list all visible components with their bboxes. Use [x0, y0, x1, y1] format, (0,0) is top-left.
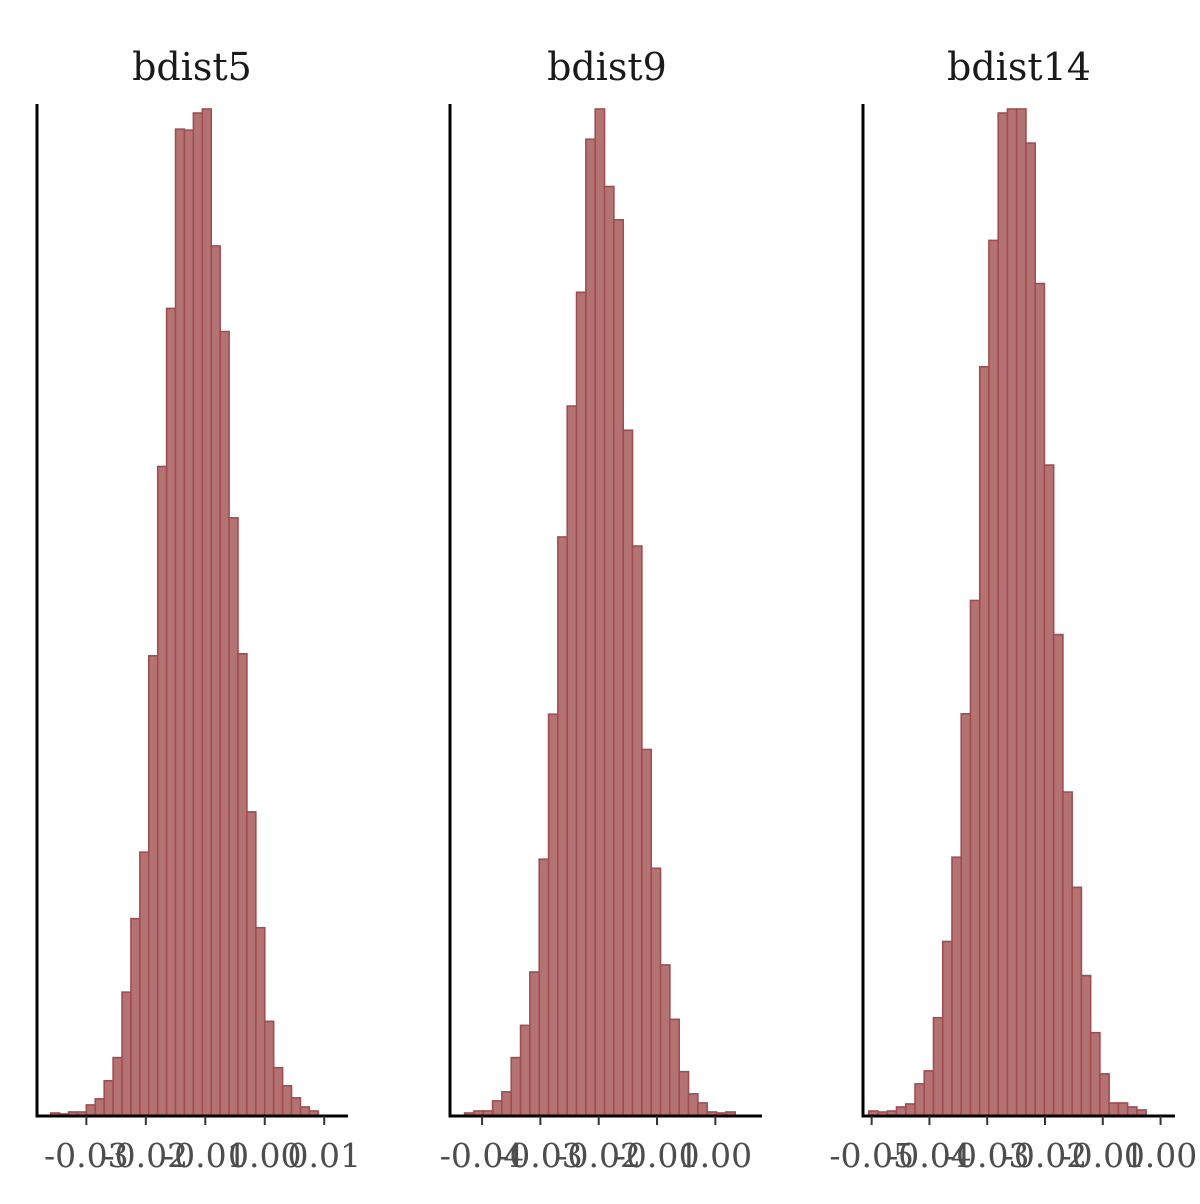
histogram-bar: [547, 713, 559, 1117]
histogram-bar: [960, 713, 972, 1117]
histogram-bar: [538, 858, 550, 1117]
histogram-bar: [669, 1018, 680, 1117]
histogram-bar: [566, 405, 578, 1117]
panel-title: bdist5: [132, 45, 252, 89]
histogram-bar: [932, 1016, 944, 1117]
x-tick-label: 0.01: [287, 1136, 360, 1175]
x-tick-label: -0.03: [498, 1136, 583, 1175]
histogram-bar: [631, 545, 643, 1117]
histogram-bar: [1062, 791, 1073, 1117]
x-tick-label: -0.01: [163, 1136, 248, 1175]
histogram-bar: [1108, 1102, 1120, 1117]
histogram-bar: [650, 867, 662, 1117]
histogram-bar: [641, 748, 652, 1117]
histogram-bar: [491, 1100, 503, 1117]
histogram-bar: [165, 307, 177, 1117]
histogram-bar: [174, 128, 186, 1117]
x-tick-label: -0.04: [887, 1136, 972, 1175]
histogram-bar: [210, 245, 221, 1117]
histogram-bar: [1025, 142, 1036, 1117]
histogram-bar: [139, 851, 150, 1117]
histogram-bar: [255, 926, 266, 1117]
x-tick-label: 0.00: [679, 1136, 752, 1175]
histogram-bar: [103, 1079, 114, 1117]
x-tick-label: -0.03: [945, 1136, 1030, 1175]
histogram-bar: [246, 811, 257, 1117]
panel-bdist9: -0.04-0.03-0.02-0.010.00 bdist9: [440, 45, 762, 1175]
histogram-bar: [237, 652, 248, 1117]
histogram-bar: [1071, 886, 1083, 1117]
x-tick-label: 0.00: [1124, 1136, 1197, 1175]
histogram-bar: [272, 1066, 284, 1117]
histogram-bar: [659, 964, 671, 1117]
histogram-bar: [281, 1084, 293, 1117]
histogram-bar: [613, 218, 625, 1117]
histogram-bar: [85, 1104, 97, 1117]
histogram-bar: [969, 599, 981, 1117]
x-tick-label: -0.02: [556, 1136, 641, 1175]
histogram-bar: [678, 1070, 690, 1117]
histogram-bar: [228, 517, 239, 1117]
panel-title: bdist14: [947, 45, 1091, 89]
x-tick-label: -0.02: [103, 1136, 188, 1175]
histogram-bar: [575, 291, 587, 1117]
panel-title: bdist9: [547, 45, 667, 89]
histogram-bar: [1117, 1102, 1129, 1117]
histogram-bar: [156, 465, 168, 1117]
histogram-bar: [1015, 108, 1027, 1117]
histogram-bar: [1006, 108, 1018, 1117]
x-tick-label: -0.03: [44, 1136, 129, 1175]
histogram-bar: [988, 239, 1000, 1117]
histogram-bar: [263, 1020, 275, 1117]
histogram-bar: [1043, 464, 1055, 1117]
x-tick-label: -0.04: [440, 1136, 525, 1175]
x-tick-label: -0.01: [1060, 1136, 1145, 1175]
x-tick-label: 0.00: [228, 1136, 301, 1175]
histogram-bar: [951, 856, 963, 1117]
histogram-bar: [94, 1098, 105, 1117]
histogram-bar: [501, 1091, 513, 1117]
histogram-bar: [603, 185, 615, 1117]
histogram-bar: [290, 1097, 302, 1117]
histogram-bar: [510, 1056, 522, 1117]
histogram-bar: [1089, 1031, 1101, 1117]
x-tick-label: -0.05: [829, 1136, 914, 1175]
histogram-bar: [183, 129, 195, 1117]
histogram-bar: [1099, 1073, 1110, 1117]
histogram-bar: [519, 1024, 531, 1117]
histogram-bar: [697, 1102, 708, 1117]
x-tick-label: -0.02: [1003, 1136, 1088, 1175]
histogram-bar: [687, 1093, 699, 1117]
panel-bdist14: -0.05-0.04-0.03-0.02-0.010.00 bdist14: [829, 45, 1197, 1175]
panel-bdist5: -0.03-0.02-0.010.000.01 bdist5: [35, 45, 361, 1175]
histogram-bar: [121, 991, 132, 1117]
histogram-bar: [529, 971, 541, 1117]
histogram-bar: [997, 112, 1009, 1117]
histogram-bar: [201, 108, 213, 1117]
histogram-bar: [585, 138, 597, 1117]
histogram-bar: [622, 429, 634, 1117]
histogram-bar: [1052, 633, 1064, 1117]
histogram-bar: [112, 1056, 123, 1117]
histogram-bar: [147, 655, 159, 1117]
histogram-bar: [130, 917, 141, 1117]
histogram-bar: [1034, 282, 1046, 1117]
histogram-bar: [192, 112, 204, 1117]
histogram-bar: [219, 330, 230, 1117]
histogram-bar: [1080, 974, 1092, 1117]
x-tick-label: -0.01: [615, 1136, 700, 1175]
histogram-bar: [904, 1103, 916, 1117]
histogram-bar: [978, 365, 990, 1117]
histogram-bar: [557, 536, 569, 1117]
histogram-bar: [594, 108, 606, 1117]
histogram-bar: [923, 1070, 935, 1117]
histogram-bar: [941, 940, 953, 1117]
histogram-bar: [914, 1083, 926, 1117]
